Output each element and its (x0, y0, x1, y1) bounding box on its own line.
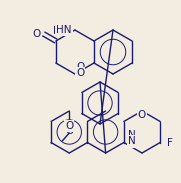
Text: O: O (138, 110, 146, 120)
Text: N: N (128, 137, 136, 147)
Text: N: N (128, 130, 136, 141)
Text: HN: HN (53, 26, 69, 36)
Text: O: O (138, 113, 146, 123)
Text: HN: HN (56, 25, 72, 35)
Text: O: O (76, 62, 84, 72)
Text: F: F (167, 137, 173, 147)
Text: O: O (65, 126, 73, 136)
Text: F: F (167, 137, 173, 147)
Text: O: O (32, 29, 41, 39)
Text: O: O (76, 68, 84, 78)
Text: O: O (65, 121, 73, 131)
Text: O: O (33, 29, 42, 39)
